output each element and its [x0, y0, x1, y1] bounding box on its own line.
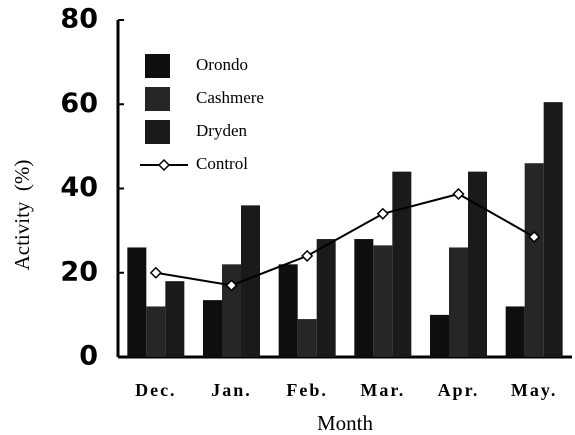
y-tick-label: 20 — [60, 256, 98, 287]
bar — [127, 247, 147, 357]
x-tick-label: May. — [511, 380, 558, 400]
bar — [373, 245, 393, 357]
control-marker — [452, 187, 465, 201]
x-tick-label: Mar. — [360, 380, 405, 400]
legend-swatch — [145, 54, 170, 78]
bar — [146, 306, 166, 357]
bar — [392, 171, 412, 357]
bar — [524, 163, 544, 357]
x-tick-label: Feb. — [286, 380, 328, 400]
x-tick-label: Dec. — [135, 380, 176, 400]
bar — [222, 264, 241, 357]
legend-label: Dryden — [196, 121, 247, 140]
y-tick-label: 0 — [79, 341, 98, 372]
y-tick-label: 60 — [60, 88, 98, 119]
y-axis-title: Activity (%) — [10, 160, 34, 271]
control-marker — [225, 279, 238, 292]
legend-label: Cashmere — [196, 88, 264, 107]
control-marker — [376, 207, 389, 220]
control-marker — [149, 266, 162, 279]
x-axis-title: Month — [317, 411, 374, 435]
legend-marker — [157, 158, 171, 172]
bar — [278, 264, 298, 357]
y-tick-label: 80 — [60, 4, 98, 35]
legend-label: Orondo — [196, 55, 248, 74]
bar — [468, 171, 487, 357]
bar — [430, 314, 449, 357]
legend-swatch — [145, 87, 170, 111]
bar — [203, 300, 222, 357]
y-tick-label: 40 — [60, 172, 98, 203]
x-tick-label: Jan. — [211, 380, 252, 400]
x-tick-label: Apr. — [438, 380, 480, 400]
control-line — [155, 192, 535, 287]
legend-swatch — [145, 120, 170, 144]
bar — [449, 247, 468, 357]
control-marker — [528, 230, 541, 244]
control-marker — [301, 249, 314, 262]
bar — [241, 205, 260, 357]
bar — [316, 239, 336, 357]
legend-label: Control — [196, 154, 248, 173]
bar — [165, 281, 185, 357]
bar — [297, 319, 317, 357]
bar — [505, 306, 525, 357]
bar — [543, 102, 563, 357]
bar — [354, 239, 374, 357]
